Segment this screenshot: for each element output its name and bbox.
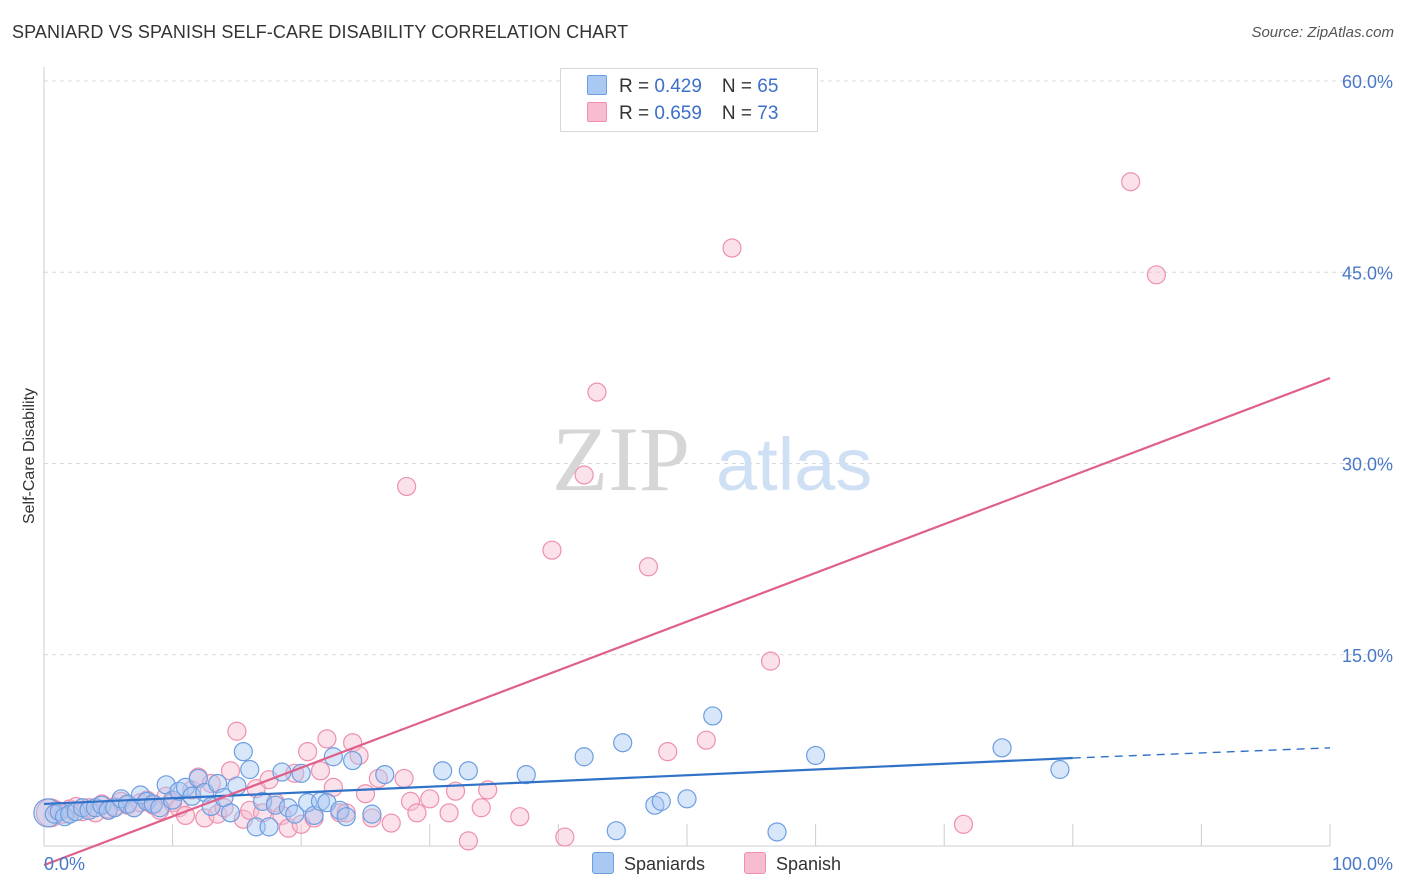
spaniards-point [253,791,273,811]
spanish-point [439,803,459,823]
legend-r-label: R = [619,76,655,97]
x-tick-label-min: 0.0% [44,854,85,874]
watermark-zip: ZIP [552,408,690,510]
spaniards-point [240,759,260,780]
spanish-point [658,742,678,762]
spanish-point [760,651,781,671]
spaniards-point [208,773,228,794]
spaniards-point [233,742,253,762]
spanish-point [400,791,421,811]
spaniards-point [613,733,633,753]
spaniards-point [362,804,382,824]
spanish-point [310,761,331,781]
legend-n-label: N = [721,76,758,97]
spanish-point [471,798,491,818]
spanish-point [638,557,659,577]
spanish-point [953,814,974,834]
spaniards-point [1050,759,1070,780]
spaniards-point [188,768,208,789]
spanish-point [278,818,298,838]
spaniards-point [992,738,1012,758]
spaniards-point [323,747,343,767]
spaniards-point [433,761,453,781]
spanish-point [1146,265,1166,285]
spanish-point [722,238,742,258]
spanish-point [394,768,414,789]
spanish-point [574,465,594,485]
spanish-point [407,803,427,823]
spaniards-point [54,807,75,827]
spanish-point [696,730,716,750]
spaniards-point [677,789,697,809]
legend-n-value: 65 [757,76,779,97]
spanish-point [555,827,575,847]
spanish-point [381,813,401,833]
spanish-point [298,742,318,762]
spaniards-trend-line [43,756,1073,806]
y-tick-label: 15.0% [1342,646,1393,666]
chart-title: SPANIARD VS SPANISH SELF-CARE DISABILITY… [12,22,629,42]
spaniards-point [304,805,324,826]
y-tick-label: 45.0% [1342,263,1393,283]
spanish-legend-swatch [744,852,766,874]
spanish-swatch [587,102,607,122]
spaniards-point [458,761,478,781]
spanish-point [195,808,215,828]
spanish-point [587,382,607,402]
spaniards-point [336,807,356,827]
legend-r-value: 0.659 [654,103,702,124]
spaniards-point [703,706,723,726]
legend-r-label: R = [619,103,655,124]
grid-lines [44,80,1393,656]
bottom-legend-spaniards: Spaniards [592,852,705,875]
source-label: Source: ZipAtlas.com [1251,24,1394,41]
spanish-point [458,831,478,851]
legend: R = 0.429 N = 65 R = 0.659 N = 73 [560,68,818,132]
spanish-point [1121,172,1141,192]
y-tick-label: 30.0% [1342,455,1393,475]
spanish-point [355,784,376,804]
spanish-points [35,172,1166,851]
bottom-legend-spanish: Spanish [744,852,841,875]
spaniards-point [805,745,826,766]
spanish-point [227,721,247,741]
spanish-point [317,729,337,749]
trend-lines [43,377,1331,867]
y-axis-label: Self-Care Disability [21,388,38,524]
watermark: ZIP atlas [552,408,872,510]
spanish-trend-line [43,377,1331,867]
spaniards-point [651,791,671,811]
spaniards-point [606,821,626,841]
spaniards-point [574,747,594,767]
y-tick-label: 60.0% [1342,72,1393,92]
x-tick-label-max: 100.0% [1332,854,1393,874]
legend-r-value: 0.429 [654,76,702,97]
spaniards-point [285,804,305,824]
x-tick-marks [172,824,1331,846]
watermark-atlas: atlas [716,423,872,506]
spaniards-point [220,803,241,823]
legend-n-label: N = [721,103,758,124]
spanish-point [542,540,562,560]
spaniards-legend-label: Spaniards [624,854,706,874]
spaniards-point [259,817,279,837]
y-tick-labels: 15.0% 30.0% 45.0% 60.0% [1342,72,1393,666]
legend-row-spanish: R = 0.659 N = 73 [587,102,778,128]
spanish-legend-label: Spanish [776,854,842,874]
spaniards-point [516,764,536,785]
spaniards-swatch [587,75,607,95]
legend-n-value: 73 [757,103,779,124]
spanish-point [420,789,440,809]
spaniards-legend-swatch [592,852,614,874]
spaniards-point [343,750,363,771]
spaniards-point [767,822,787,842]
spaniards-trend-line-extension [1072,747,1331,759]
spanish-point [510,807,530,827]
legend-row-spaniards: R = 0.429 N = 65 [587,75,778,101]
spaniards-point [375,764,395,785]
spanish-point [397,476,417,497]
